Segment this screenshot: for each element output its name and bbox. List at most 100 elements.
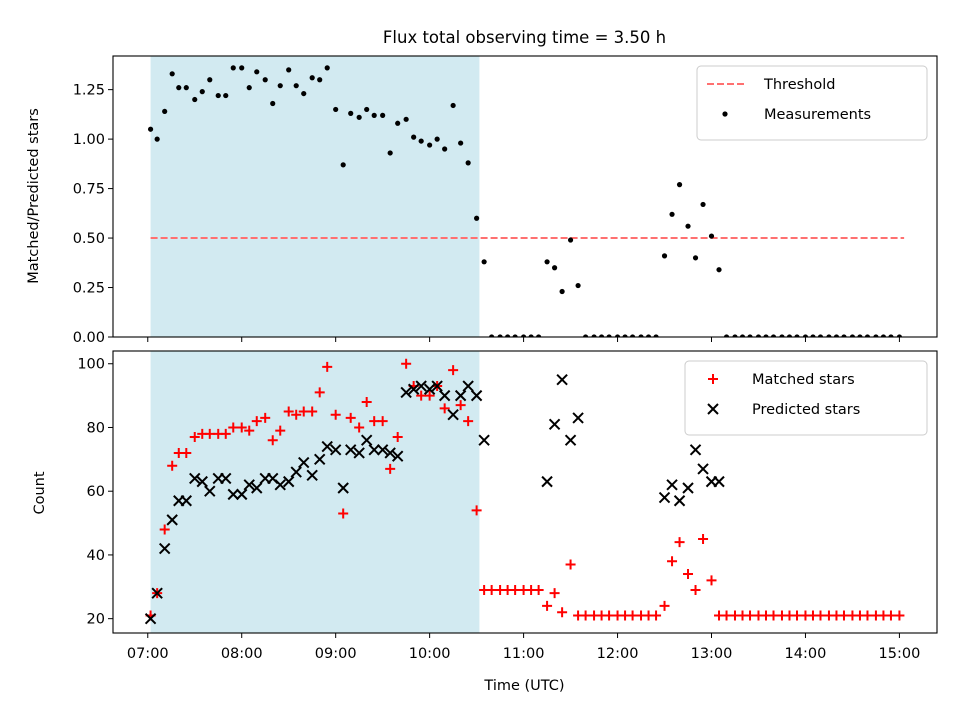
measurements-point: [427, 142, 433, 148]
legend-label: Threshold: [763, 77, 835, 93]
measurements-point: [739, 334, 746, 337]
measurements-point: [849, 334, 856, 337]
predicted-stars-point: [689, 444, 702, 456]
measurements-point: [864, 334, 871, 337]
top-y-tick-label: 1.25: [73, 83, 105, 99]
matched-stars-point: [260, 412, 271, 423]
matched-stars-point: [283, 406, 294, 417]
x-tick-label: 14:00: [785, 646, 827, 662]
top-panel: 0.00 0.25 0.50 0.75 1.00 1.25 Threshold Measure…: [73, 55, 938, 346]
x-tick-label: 15:00: [879, 646, 921, 662]
predicted-stars-point: [438, 389, 451, 402]
measurements-point: [723, 334, 730, 337]
matched-stars-point: [345, 412, 356, 423]
measurements-point: [333, 106, 339, 113]
predicted-stars-point: [166, 514, 178, 526]
matched-stars-point: [369, 416, 380, 427]
bottom-y-tick-label: 40: [87, 548, 105, 564]
bottom-y-tick-label: 80: [87, 420, 105, 436]
measurements-point: [418, 138, 424, 144]
predicted-stars-point: [290, 466, 302, 478]
predicted-stars-point: [564, 434, 577, 446]
predicted-stars-point: [713, 475, 725, 488]
top-legend-frame: [696, 65, 928, 141]
x-axis-label: Time (UTC): [483, 678, 564, 694]
measurements-point: [591, 334, 597, 337]
measurements-point: [857, 334, 863, 337]
predicted-stars-point: [274, 479, 286, 491]
x-tick-label: 12:00: [597, 646, 639, 662]
predicted-stars-point: [431, 380, 443, 392]
bottom-y-tick-label: 60: [87, 484, 105, 500]
predicted-stars-point: [368, 444, 380, 456]
bottom-panel: 20 40 60 80 100 07:00 08:00 09:00 10:00 11:00 12:0…: [77, 350, 938, 662]
measurements-point: [301, 90, 307, 97]
matched-stars-point: [298, 406, 309, 417]
predicted-stars-point: [470, 389, 483, 402]
measurements-point: [254, 69, 260, 75]
predicted-stars-point: [423, 383, 436, 395]
top-observing-window: [150, 56, 480, 337]
matched-stars-point: [471, 505, 482, 516]
matched-stars-point: [220, 428, 231, 439]
legend-measurements-swatch: [722, 111, 728, 117]
matched-stars-point: [377, 416, 388, 427]
predicted-stars-point: [682, 482, 694, 494]
predicted-stars-point: [158, 542, 171, 555]
matched-stars-point: [291, 409, 302, 420]
measurements-point: [583, 334, 589, 337]
matched-stars-point: [463, 416, 474, 427]
predicted-stars-point: [360, 434, 373, 446]
bottom-y-tick-label: 100: [77, 357, 105, 373]
legend-predicted-swatch: [707, 403, 719, 415]
measurements-point: [817, 334, 824, 337]
matched-stars-point: [885, 610, 896, 621]
predicted-stars-point: [282, 475, 295, 488]
measurements-point: [716, 267, 722, 273]
measurements-point: [442, 146, 448, 152]
matched-stars-point: [181, 447, 192, 458]
predicted-stars-point: [306, 469, 318, 481]
measurements-point: [786, 334, 793, 337]
matched-stars-point: [267, 435, 278, 446]
measurements-point: [676, 182, 683, 188]
x-tick-label: 08:00: [221, 646, 263, 662]
measurements-point: [474, 215, 480, 221]
legend-label: Matched stars: [752, 372, 855, 388]
measurements-point: [669, 211, 675, 217]
measurements-point: [395, 120, 401, 126]
x-tick-label: 09:00: [315, 646, 357, 662]
matched-stars-point: [204, 428, 215, 439]
predicted-stars-point: [236, 488, 248, 501]
measurements-point: [645, 334, 652, 337]
measurements-point: [262, 77, 268, 83]
measurements-point: [794, 334, 800, 337]
measurements-point: [223, 92, 229, 99]
bottom-legend: Matched stars Predicted stars: [684, 360, 928, 436]
measurements-point: [458, 140, 464, 146]
predicted-stars-point: [407, 383, 420, 395]
measurements-point: [403, 116, 409, 122]
predicted-stars-point: [329, 444, 342, 456]
predicted-stars-point: [666, 479, 678, 491]
measurements-point: [520, 334, 527, 337]
x-tick-label: 10:00: [409, 646, 451, 662]
measurements-point: [622, 334, 628, 337]
matched-stars-point: [698, 534, 709, 544]
matched-stars-point: [683, 569, 694, 580]
predicted-stars-point: [220, 472, 232, 485]
measurements-point: [387, 150, 393, 156]
matched-stars-point: [792, 610, 803, 621]
predicted-stars-point: [353, 447, 365, 459]
measurements-point: [770, 334, 777, 337]
predicted-stars-point: [243, 479, 255, 491]
matched-stars-point: [439, 403, 450, 414]
measurements-point: [700, 201, 706, 208]
matched-stars-point: [159, 524, 170, 535]
predicted-stars-point: [180, 495, 192, 507]
predicted-stars-point: [321, 440, 333, 453]
measurements-point: [896, 334, 903, 337]
x-tick-label: 07:00: [127, 646, 169, 662]
measurements-point: [763, 334, 769, 337]
